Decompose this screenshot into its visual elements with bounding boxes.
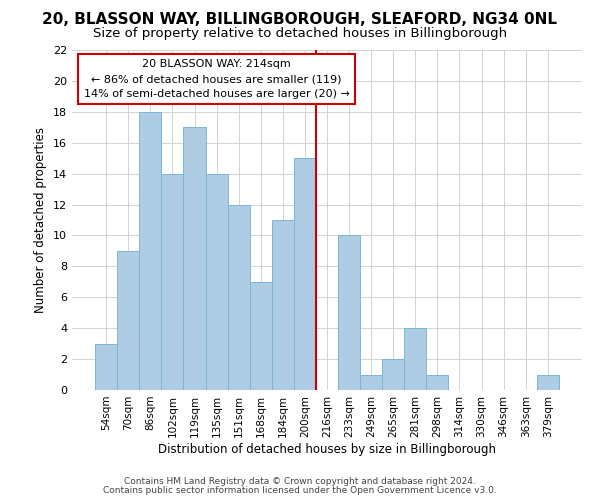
Bar xyxy=(404,328,427,390)
Text: 20 BLASSON WAY: 214sqm
← 86% of detached houses are smaller (119)
14% of semi-de: 20 BLASSON WAY: 214sqm ← 86% of detached… xyxy=(83,60,350,99)
Text: Contains HM Land Registry data © Crown copyright and database right 2024.: Contains HM Land Registry data © Crown c… xyxy=(124,477,476,486)
Text: 20, BLASSON WAY, BILLINGBOROUGH, SLEAFORD, NG34 0NL: 20, BLASSON WAY, BILLINGBOROUGH, SLEAFOR… xyxy=(43,12,557,28)
Bar xyxy=(95,344,117,390)
Bar xyxy=(537,374,559,390)
Bar xyxy=(161,174,184,390)
Bar xyxy=(272,220,294,390)
Bar xyxy=(294,158,316,390)
Text: Size of property relative to detached houses in Billingborough: Size of property relative to detached ho… xyxy=(93,28,507,40)
Bar xyxy=(250,282,272,390)
Bar xyxy=(206,174,227,390)
X-axis label: Distribution of detached houses by size in Billingborough: Distribution of detached houses by size … xyxy=(158,442,496,456)
Bar xyxy=(360,374,382,390)
Bar xyxy=(427,374,448,390)
Bar xyxy=(139,112,161,390)
Text: Contains public sector information licensed under the Open Government Licence v3: Contains public sector information licen… xyxy=(103,486,497,495)
Bar xyxy=(117,251,139,390)
Bar xyxy=(382,359,404,390)
Bar xyxy=(184,128,206,390)
Bar xyxy=(227,204,250,390)
Bar xyxy=(338,236,360,390)
Y-axis label: Number of detached properties: Number of detached properties xyxy=(34,127,47,313)
